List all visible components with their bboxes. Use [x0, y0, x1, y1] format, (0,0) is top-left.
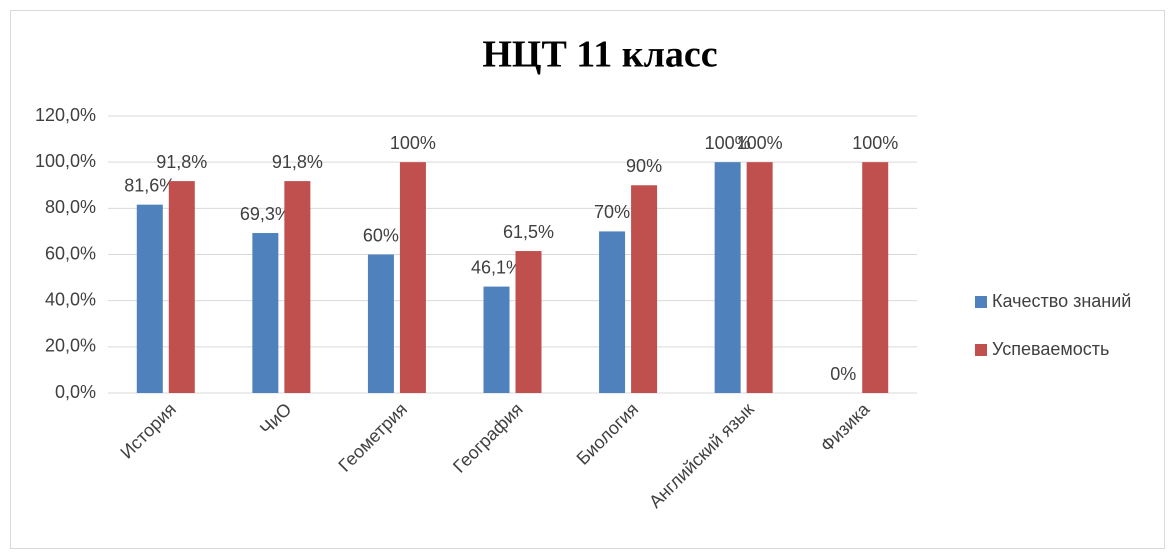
bar: [399, 162, 426, 393]
bar: [714, 162, 741, 393]
bar: [483, 286, 510, 393]
bar: [252, 233, 279, 393]
data-label: 46,1%: [471, 257, 522, 277]
data-label: 100%: [852, 133, 898, 153]
legend-label: Успеваемость: [992, 339, 1109, 359]
bar: [631, 185, 658, 393]
bar: [168, 181, 195, 393]
y-tick-label: 120,0%: [35, 105, 96, 125]
y-tick-label: 80,0%: [45, 197, 96, 217]
y-tick-label: 100,0%: [35, 151, 96, 171]
y-tick-label: 20,0%: [45, 336, 96, 356]
data-label: 61,5%: [503, 222, 554, 242]
data-label: 69,3%: [240, 204, 291, 224]
chart-title: НЦТ 11 класс: [482, 34, 717, 76]
y-tick-label: 60,0%: [45, 243, 96, 263]
data-label: 70%: [594, 202, 630, 222]
data-label: 91,8%: [272, 152, 323, 172]
data-label: 100%: [705, 133, 751, 153]
bar: [599, 231, 626, 393]
legend-swatch: [975, 296, 987, 308]
y-tick-label: 0,0%: [55, 382, 96, 402]
bar: [746, 162, 773, 393]
data-label: 91,8%: [156, 152, 207, 172]
bar: [515, 251, 542, 393]
data-label: 100%: [737, 133, 783, 153]
bar: [284, 181, 311, 393]
y-tick-label: 40,0%: [45, 289, 96, 309]
bar: [862, 162, 889, 393]
data-label: 60%: [363, 225, 399, 245]
legend-label: Качество знаний: [992, 291, 1131, 311]
data-label: 0%: [830, 364, 856, 384]
data-label: 81,6%: [124, 175, 175, 195]
chart-border: [10, 10, 1165, 549]
legend-swatch: [975, 344, 987, 356]
bar: [367, 254, 394, 393]
data-label: 100%: [390, 133, 436, 153]
data-label: 90%: [626, 156, 662, 176]
bar: [136, 204, 163, 393]
